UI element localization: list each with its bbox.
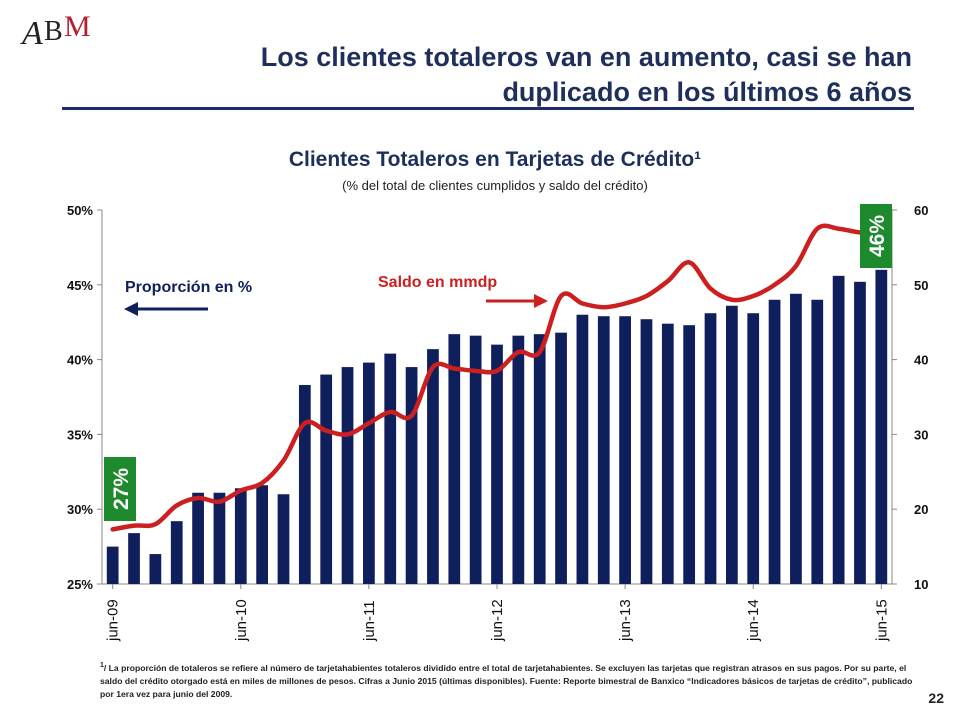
bar xyxy=(811,299,824,584)
bar xyxy=(427,349,439,584)
y-right-tick-label: 20 xyxy=(914,502,928,517)
y-left-tick-label: 50% xyxy=(67,203,93,218)
bar xyxy=(341,367,354,584)
y-left-tick-label: 45% xyxy=(67,278,93,293)
bar xyxy=(277,494,290,584)
footnote-text: / La proporción de totaleros se refiere … xyxy=(100,662,913,699)
y-right-tick-label: 10 xyxy=(914,577,928,592)
bar xyxy=(448,334,461,584)
bar xyxy=(704,313,717,584)
y-left-tick-label: 35% xyxy=(67,427,93,442)
y-right-tick-label: 60 xyxy=(914,203,928,218)
y-left-tick-label: 30% xyxy=(67,502,93,517)
bar xyxy=(363,362,375,584)
bar xyxy=(128,533,140,584)
footnote-marker: 1 xyxy=(100,662,104,669)
bar xyxy=(768,299,781,584)
bar xyxy=(512,335,525,584)
bar xyxy=(832,275,845,584)
x-tick-label: jun-11 xyxy=(361,600,378,642)
x-tick-label: jun-15 xyxy=(873,599,890,642)
slide-title-line1: Los clientes totaleros van en aumento, c… xyxy=(260,42,912,72)
bar xyxy=(661,323,674,584)
page-number: 22 xyxy=(928,690,944,706)
bar xyxy=(597,316,610,584)
chart-subtitle: (% del total de clientes cumplidos y sal… xyxy=(342,178,648,193)
bar xyxy=(790,293,802,584)
svg-text:A: A xyxy=(20,15,43,52)
y-right-tick-label: 50 xyxy=(914,278,928,293)
bar xyxy=(854,281,866,584)
y-left-tick-label: 25% xyxy=(67,577,93,592)
start-badge-label: 27% xyxy=(110,468,133,510)
slide-title-line2: duplicado en los últimos 6 años xyxy=(502,77,912,107)
bar xyxy=(234,488,247,584)
bar xyxy=(149,554,162,584)
x-tick-label: jun-12 xyxy=(489,599,506,642)
title-divider xyxy=(62,107,914,110)
bar xyxy=(640,319,653,584)
bar xyxy=(170,521,183,584)
bar xyxy=(683,325,696,584)
x-tick-label: jun-13 xyxy=(617,599,634,642)
bar xyxy=(576,314,589,584)
right-axis-annotation: Saldo en mmdp xyxy=(378,274,497,291)
x-tick-label: jun-09 xyxy=(105,599,122,642)
chart-title: Clientes Totaleros en Tarjetas de Crédit… xyxy=(288,148,702,171)
end-badge-label: 46% xyxy=(866,215,889,257)
svg-text:M: M xyxy=(64,10,91,43)
bar xyxy=(555,332,567,584)
bar xyxy=(533,334,546,584)
bar xyxy=(619,316,631,584)
bar xyxy=(384,353,397,584)
y-right-tick-label: 40 xyxy=(914,353,928,368)
bar xyxy=(469,335,482,584)
bar xyxy=(320,374,333,584)
bar xyxy=(491,344,503,584)
footnote: 1/ La proporción de totaleros se refiere… xyxy=(100,659,920,701)
bar xyxy=(213,492,226,584)
bar xyxy=(875,269,888,584)
y-right-tick-label: 30 xyxy=(914,427,928,442)
bar xyxy=(106,546,119,584)
bar xyxy=(256,485,269,584)
x-tick-label: jun-10 xyxy=(233,599,250,642)
abm-logo: A B M xyxy=(20,10,91,52)
y-left-tick-label: 40% xyxy=(67,353,93,368)
svg-text:B: B xyxy=(44,16,63,47)
bar xyxy=(192,492,204,584)
bar xyxy=(405,367,418,584)
end-badge xyxy=(860,204,892,268)
chart: 25% 30% 35% 40% 45% 50% 10 20 30 40 50 60 jun-09 jun-… xyxy=(67,203,929,642)
left-axis-annotation: Proporción en % xyxy=(125,279,252,296)
start-badge xyxy=(104,457,136,521)
saldo-line xyxy=(110,223,884,532)
right-arrow-head xyxy=(534,294,548,308)
bar xyxy=(298,385,311,584)
bar xyxy=(725,305,738,584)
left-arrow-head xyxy=(124,302,138,316)
slide-title: Los clientes totaleros van en aumento, c… xyxy=(152,40,912,110)
bar xyxy=(747,313,760,584)
x-tick-label: jun-14 xyxy=(745,599,762,642)
